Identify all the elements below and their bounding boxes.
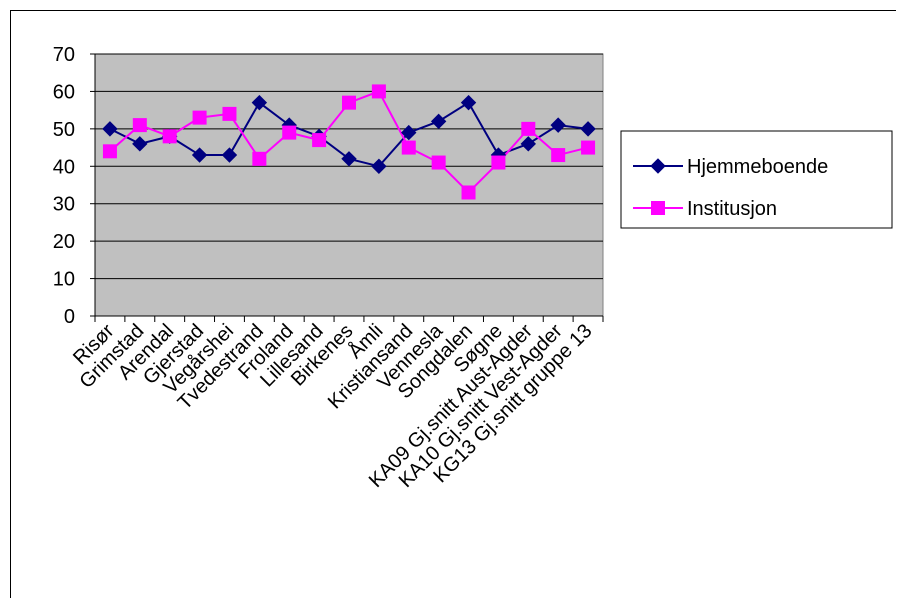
y-tick-label: 30	[53, 194, 75, 216]
y-tick-label: 10	[53, 269, 75, 291]
data-point-square	[491, 155, 506, 170]
data-point-diamond	[520, 136, 537, 152]
chart-frame	[10, 10, 896, 598]
data-point-diamond	[401, 124, 417, 141]
data-point-square	[401, 140, 416, 155]
data-point-diamond	[221, 147, 238, 163]
data-point-square	[431, 155, 446, 170]
data-point-diamond	[550, 117, 566, 133]
y-tick-label: 60	[53, 81, 75, 103]
data-point-diamond	[102, 121, 118, 137]
y-tick-label: 0	[64, 306, 75, 328]
data-point-diamond	[371, 158, 387, 174]
data-point-diamond	[251, 94, 268, 111]
data-point-square	[282, 125, 297, 140]
data-point-diamond	[460, 94, 477, 111]
data-point-diamond	[191, 147, 208, 163]
data-point-diamond	[430, 113, 447, 130]
data-point-square	[162, 129, 177, 144]
y-tick-label: 50	[53, 119, 75, 141]
data-point-square	[521, 121, 536, 136]
legend-label: Hjemmeboende	[687, 156, 828, 178]
y-tick-label: 20	[53, 231, 75, 253]
data-point-square	[651, 201, 665, 215]
plot-area	[94, 53, 604, 317]
data-point-square	[581, 140, 596, 155]
data-point-square	[371, 84, 386, 99]
data-point-square	[312, 133, 327, 148]
data-point-diamond	[341, 151, 357, 167]
data-point-square	[222, 106, 237, 121]
y-tick-label: 70	[53, 44, 75, 66]
data-point-square	[551, 148, 566, 163]
legend	[620, 130, 893, 229]
data-point-square	[102, 144, 117, 159]
data-point-square	[461, 185, 476, 200]
data-point-diamond	[580, 121, 596, 137]
data-point-diamond	[132, 136, 148, 152]
data-point-diamond	[650, 158, 666, 174]
legend-label: Institusjon	[687, 198, 777, 220]
data-point-square	[342, 95, 356, 110]
data-point-square	[192, 110, 207, 125]
data-point-square	[132, 118, 147, 133]
data-point-square	[252, 151, 267, 166]
y-tick-label: 40	[53, 156, 75, 178]
